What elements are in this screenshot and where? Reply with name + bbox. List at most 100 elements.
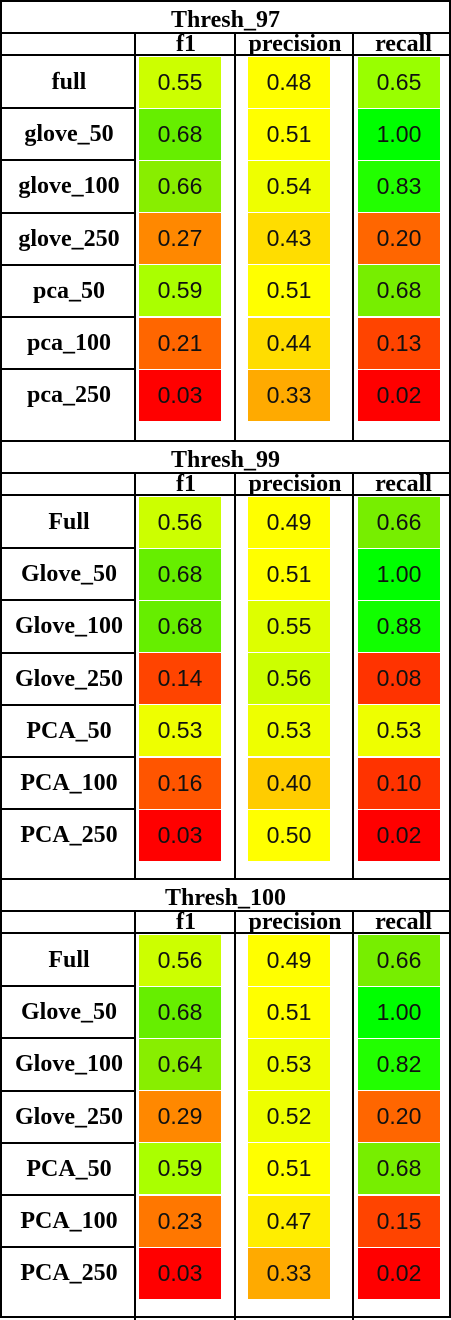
cell-recall: 0.02 bbox=[358, 1247, 440, 1299]
row-label: pca_50 bbox=[33, 277, 105, 304]
column-divider bbox=[134, 32, 136, 442]
section-title: Thresh_97 bbox=[171, 7, 280, 33]
cell-f1: 0.03 bbox=[139, 1247, 221, 1299]
row-divider bbox=[2, 985, 136, 988]
row-divider bbox=[2, 808, 136, 811]
column-header-f1: f1 bbox=[176, 909, 196, 935]
cell-recall: 0.66 bbox=[358, 496, 440, 548]
row-divider bbox=[2, 107, 136, 110]
cell-recall: 0.10 bbox=[358, 757, 440, 809]
section-title: Thresh_100 bbox=[165, 885, 286, 911]
row-label: Glove_250 bbox=[15, 665, 123, 692]
cell-recall: 0.02 bbox=[358, 369, 440, 421]
row-label: PCA_100 bbox=[20, 770, 118, 796]
cell-recall: 0.68 bbox=[358, 1143, 440, 1195]
column-divider bbox=[352, 910, 354, 1320]
cell-precision: 0.50 bbox=[248, 809, 330, 861]
title-divider bbox=[2, 32, 449, 34]
row-label: Glove_50 bbox=[21, 561, 117, 588]
cell-f1: 0.68 bbox=[139, 986, 221, 1038]
cell-precision: 0.40 bbox=[248, 757, 330, 809]
cell-recall: 0.68 bbox=[358, 265, 440, 317]
cell-f1: 0.56 bbox=[139, 934, 221, 986]
cell-precision: 0.53 bbox=[248, 1038, 330, 1090]
row-label: Glove_250 bbox=[15, 1103, 123, 1130]
column-divider bbox=[234, 910, 236, 1320]
cell-precision: 0.33 bbox=[248, 1247, 330, 1299]
row-label: Glove_50 bbox=[21, 999, 117, 1026]
column-divider bbox=[134, 910, 136, 1320]
row-divider bbox=[2, 368, 136, 371]
column-divider bbox=[234, 32, 236, 442]
row-divider bbox=[2, 1246, 136, 1249]
cell-precision: 0.54 bbox=[248, 160, 330, 212]
row-label: glove_250 bbox=[18, 225, 120, 252]
row-label: pca_250 bbox=[27, 382, 111, 409]
row-divider bbox=[2, 703, 136, 706]
section-title: Thresh_99 bbox=[171, 447, 280, 473]
cell-f1: 0.55 bbox=[139, 56, 221, 108]
cell-recall: 1.00 bbox=[358, 548, 440, 600]
header-divider bbox=[2, 932, 449, 934]
cell-recall: 0.66 bbox=[358, 934, 440, 986]
cell-recall: 1.00 bbox=[358, 986, 440, 1038]
cell-precision: 0.51 bbox=[248, 265, 330, 317]
row-label: Full bbox=[48, 947, 90, 973]
cell-f1: 0.68 bbox=[139, 108, 221, 160]
cell-recall: 0.53 bbox=[358, 705, 440, 757]
row-label: PCA_250 bbox=[20, 1260, 118, 1287]
row-label: Full bbox=[48, 509, 90, 535]
cell-recall: 0.02 bbox=[358, 809, 440, 861]
column-header-recall: recall bbox=[375, 31, 432, 57]
cell-precision: 0.51 bbox=[248, 548, 330, 600]
cell-f1: 0.21 bbox=[139, 317, 221, 369]
row-divider bbox=[2, 756, 136, 758]
cell-precision: 0.55 bbox=[248, 600, 330, 652]
cell-recall: 0.20 bbox=[358, 1091, 440, 1143]
cell-recall: 0.15 bbox=[358, 1195, 440, 1247]
row-label: PCA_100 bbox=[20, 1208, 118, 1234]
cell-precision: 0.48 bbox=[248, 56, 330, 108]
cell-precision: 0.53 bbox=[248, 705, 330, 757]
cell-f1: 0.03 bbox=[139, 809, 221, 861]
row-label: PCA_50 bbox=[26, 1155, 112, 1182]
header-divider bbox=[2, 494, 449, 496]
column-divider bbox=[352, 32, 354, 442]
column-header-recall: recall bbox=[375, 471, 432, 497]
cell-precision: 0.49 bbox=[248, 496, 330, 548]
cell-f1: 0.27 bbox=[139, 213, 221, 265]
row-divider bbox=[2, 547, 136, 550]
cell-precision: 0.51 bbox=[248, 108, 330, 160]
section-1: Thresh_99 f1 precision recall Full 0.56 0.49 0.… bbox=[0, 440, 451, 880]
cell-f1: 0.23 bbox=[139, 1195, 221, 1247]
header-divider bbox=[2, 54, 449, 56]
column-header-f1: f1 bbox=[176, 31, 196, 57]
cell-f1: 0.64 bbox=[139, 1038, 221, 1090]
row-divider bbox=[2, 1194, 136, 1196]
section-2: Thresh_100 f1 precision recall Full 0.56 0.49 0… bbox=[0, 878, 451, 1320]
title-divider bbox=[2, 910, 449, 912]
title-divider bbox=[2, 472, 449, 474]
column-header-f1: f1 bbox=[176, 471, 196, 497]
cell-f1: 0.68 bbox=[139, 548, 221, 600]
cell-precision: 0.56 bbox=[248, 653, 330, 705]
row-label: PCA_250 bbox=[20, 822, 118, 849]
cell-recall: 0.82 bbox=[358, 1038, 440, 1090]
cell-precision: 0.43 bbox=[248, 213, 330, 265]
cell-f1: 0.29 bbox=[139, 1091, 221, 1143]
cell-recall: 0.83 bbox=[358, 160, 440, 212]
cell-f1: 0.59 bbox=[139, 265, 221, 317]
cell-f1: 0.14 bbox=[139, 653, 221, 705]
cell-precision: 0.44 bbox=[248, 317, 330, 369]
row-label: PCA_50 bbox=[26, 717, 112, 744]
cell-f1: 0.68 bbox=[139, 600, 221, 652]
cell-f1: 0.56 bbox=[139, 496, 221, 548]
row-divider bbox=[2, 211, 136, 214]
row-divider bbox=[2, 1141, 136, 1144]
row-divider bbox=[2, 1037, 136, 1040]
cell-f1: 0.03 bbox=[139, 369, 221, 421]
cell-recall: 0.08 bbox=[358, 653, 440, 705]
column-header-precision: precision bbox=[248, 471, 342, 497]
cell-precision: 0.51 bbox=[248, 1143, 330, 1195]
row-divider bbox=[2, 159, 136, 162]
